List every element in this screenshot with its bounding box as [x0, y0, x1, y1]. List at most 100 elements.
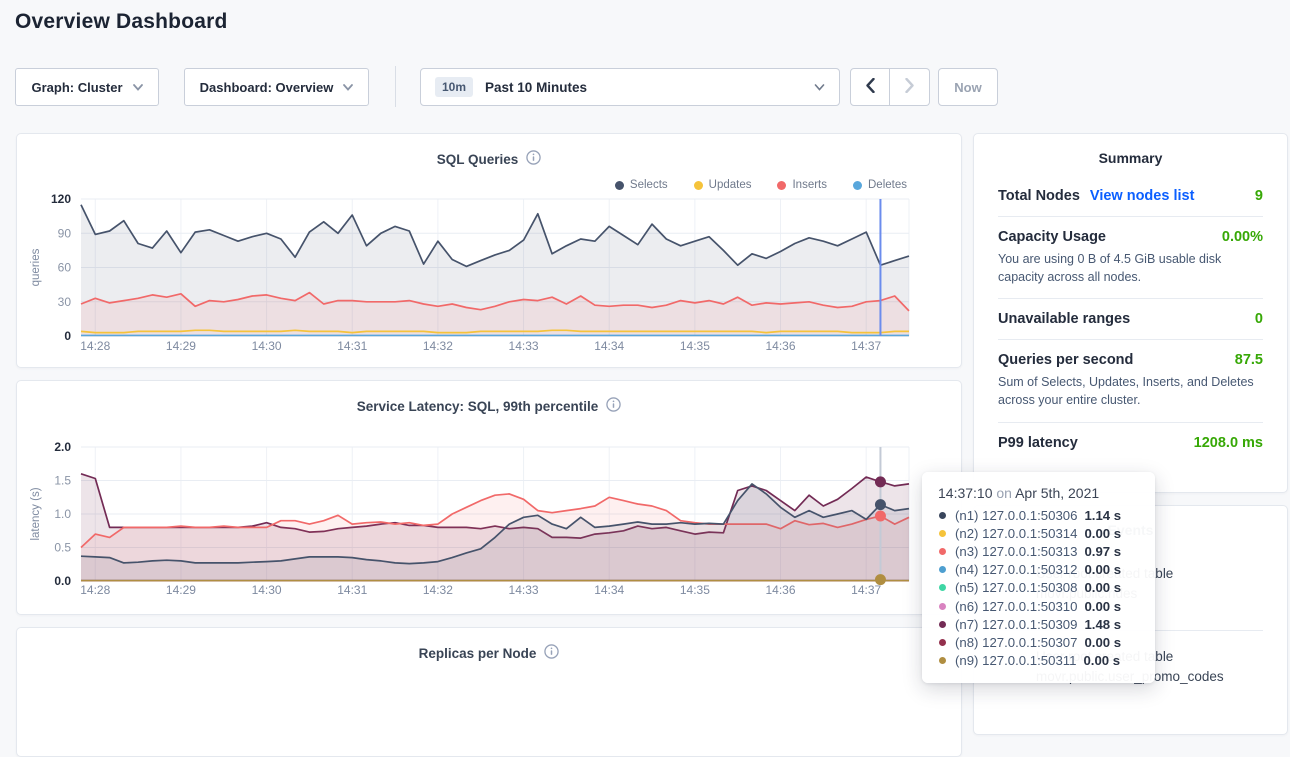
- series-color-dot: [939, 548, 946, 555]
- svg-text:60: 60: [58, 261, 72, 275]
- series-color-dot: [939, 603, 946, 610]
- toolbar-divider: [395, 66, 396, 107]
- tooltip-node-row: (n3) 127.0.0.1:503130.97 s: [938, 542, 1139, 560]
- svg-text:14:35: 14:35: [680, 583, 710, 597]
- summary-panel: Summary Total NodesView nodes list9Capac…: [973, 133, 1288, 493]
- svg-text:14:32: 14:32: [423, 339, 453, 353]
- svg-text:1.0: 1.0: [54, 507, 71, 521]
- svg-text:14:31: 14:31: [337, 583, 367, 597]
- node-latency-value: 1.48 s: [1084, 617, 1121, 632]
- svg-text:14:34: 14:34: [594, 583, 624, 597]
- svg-text:14:37: 14:37: [851, 339, 881, 353]
- node-address: (n8) 127.0.0.1:50307: [955, 635, 1077, 650]
- svg-text:14:34: 14:34: [594, 339, 624, 353]
- series-color-dot: [939, 657, 946, 664]
- chart-canvas[interactable]: 0.00.51.01.52.014:2814:2914:3014:3114:32…: [17, 381, 963, 621]
- svg-text:14:35: 14:35: [680, 339, 710, 353]
- svg-text:14:36: 14:36: [766, 583, 796, 597]
- svg-text:14:28: 14:28: [80, 339, 110, 353]
- summary-row-value: 87.5: [1235, 352, 1263, 368]
- replicas-per-node-panel: Replicas per Node: [16, 627, 962, 757]
- node-address: (n2) 127.0.0.1:50314: [955, 526, 1077, 541]
- svg-text:90: 90: [58, 226, 72, 240]
- summary-row: Unavailable ranges 0: [998, 298, 1263, 339]
- chart-tooltip: 14:37:10 on Apr 5th, 2021 (n1) 127.0.0.1…: [922, 472, 1155, 683]
- chevron-left-icon: [866, 78, 875, 96]
- node-address: (n9) 127.0.0.1:50311: [955, 653, 1076, 668]
- dashboard-dropdown[interactable]: Dashboard: Overview: [184, 68, 369, 106]
- summary-row-value: 1208.0 ms: [1194, 435, 1263, 451]
- chevron-down-icon: [814, 84, 825, 91]
- time-range-dropdown[interactable]: 10m Past 10 Minutes: [420, 68, 840, 106]
- node-latency-value: 0.00 s: [1084, 599, 1121, 614]
- sql-queries-panel: SQL Queries SelectsUpdatesInsertsDeletes…: [16, 133, 962, 368]
- node-latency-value: 0.97 s: [1084, 544, 1121, 559]
- dashboard-dropdown-label: Dashboard: Overview: [200, 80, 334, 95]
- node-latency-value: 1.14 s: [1084, 508, 1121, 523]
- node-address: (n6) 127.0.0.1:50310: [955, 599, 1077, 614]
- page-title: Overview Dashboard: [15, 10, 228, 34]
- tooltip-node-row: (n7) 127.0.0.1:50309 1.48 s: [938, 615, 1139, 633]
- chevron-right-icon: [905, 78, 914, 96]
- graph-dropdown[interactable]: Graph: Cluster: [15, 68, 159, 106]
- service-latency-panel: Service Latency: SQL, 99th percentile 0.…: [16, 380, 962, 615]
- summary-row: P99 latency 1208.0 ms: [998, 422, 1263, 463]
- svg-text:queries: queries: [30, 248, 42, 286]
- node-latency-value: 0.00 s: [1084, 635, 1121, 650]
- svg-text:14:29: 14:29: [166, 583, 196, 597]
- node-address: (n7) 127.0.0.1:50309: [955, 617, 1077, 632]
- svg-text:0.5: 0.5: [54, 541, 71, 555]
- svg-text:14:30: 14:30: [252, 583, 282, 597]
- svg-text:14:33: 14:33: [509, 339, 539, 353]
- tooltip-node-row: (n5) 127.0.0.1:50308 0.00 s: [938, 579, 1139, 597]
- summary-row-subtext: Sum of Selects, Updates, Inserts, and De…: [998, 373, 1263, 409]
- svg-text:14:30: 14:30: [252, 339, 282, 353]
- summary-row-value: 0: [1255, 311, 1263, 327]
- svg-text:120: 120: [51, 192, 71, 206]
- node-latency-value: 0.00 s: [1084, 562, 1121, 577]
- time-next-button[interactable]: [890, 68, 930, 106]
- node-latency-value: 0.00 s: [1084, 526, 1121, 541]
- now-button[interactable]: Now: [938, 68, 998, 106]
- svg-text:14:36: 14:36: [766, 339, 796, 353]
- node-latency-value: 0.00 s: [1084, 580, 1121, 595]
- chevron-down-icon: [343, 84, 353, 91]
- node-address: (n5) 127.0.0.1:50308: [955, 580, 1077, 595]
- time-range-badge: 10m: [435, 77, 473, 97]
- svg-text:14:37: 14:37: [851, 583, 881, 597]
- svg-text:latency (s): latency (s): [30, 487, 42, 540]
- node-address: (n4) 127.0.0.1:50312: [955, 562, 1077, 577]
- chart-canvas[interactable]: 030609012014:2814:2914:3014:3114:3214:33…: [17, 134, 963, 374]
- graph-dropdown-label: Graph: Cluster: [31, 80, 122, 95]
- svg-text:0.0: 0.0: [54, 574, 71, 588]
- summary-row: Total NodesView nodes list9: [998, 176, 1263, 216]
- summary-row-label: P99 latency: [998, 435, 1078, 451]
- tooltip-node-row: (n1) 127.0.0.1:503061.14 s: [938, 506, 1139, 524]
- svg-text:14:31: 14:31: [337, 339, 367, 353]
- summary-title: Summary: [998, 150, 1263, 166]
- summary-row-label: Capacity Usage: [998, 229, 1106, 245]
- series-color-dot: [939, 639, 946, 646]
- svg-text:14:32: 14:32: [423, 583, 453, 597]
- svg-text:30: 30: [58, 295, 72, 309]
- tooltip-timestamp: 14:37:10 on Apr 5th, 2021: [938, 485, 1139, 501]
- time-nav-group: [850, 68, 930, 106]
- chart-title: Replicas per Node: [419, 646, 537, 661]
- summary-row-label: Queries per second: [998, 352, 1133, 368]
- chevron-down-icon: [133, 84, 143, 91]
- svg-text:1.5: 1.5: [54, 474, 71, 488]
- time-prev-button[interactable]: [850, 68, 890, 106]
- svg-text:0: 0: [64, 329, 71, 343]
- svg-text:14:28: 14:28: [80, 583, 110, 597]
- chart-title-row: Replicas per Node: [17, 644, 961, 662]
- series-color-dot: [939, 566, 946, 573]
- tooltip-node-row: (n2) 127.0.0.1:50314 0.00 s: [938, 524, 1139, 542]
- summary-row-label: Unavailable ranges: [998, 311, 1130, 327]
- node-latency-value: 0.00 s: [1083, 653, 1120, 668]
- summary-row: Capacity Usage0.00%You are using 0 B of …: [998, 216, 1263, 298]
- info-icon[interactable]: [544, 644, 559, 662]
- view-nodes-link[interactable]: View nodes list: [1090, 188, 1195, 204]
- summary-row: Queries per second 87.5 Sum of Selects, Up…: [998, 339, 1263, 421]
- series-color-dot: [939, 621, 946, 628]
- summary-row-label: Total Nodes: [998, 188, 1080, 204]
